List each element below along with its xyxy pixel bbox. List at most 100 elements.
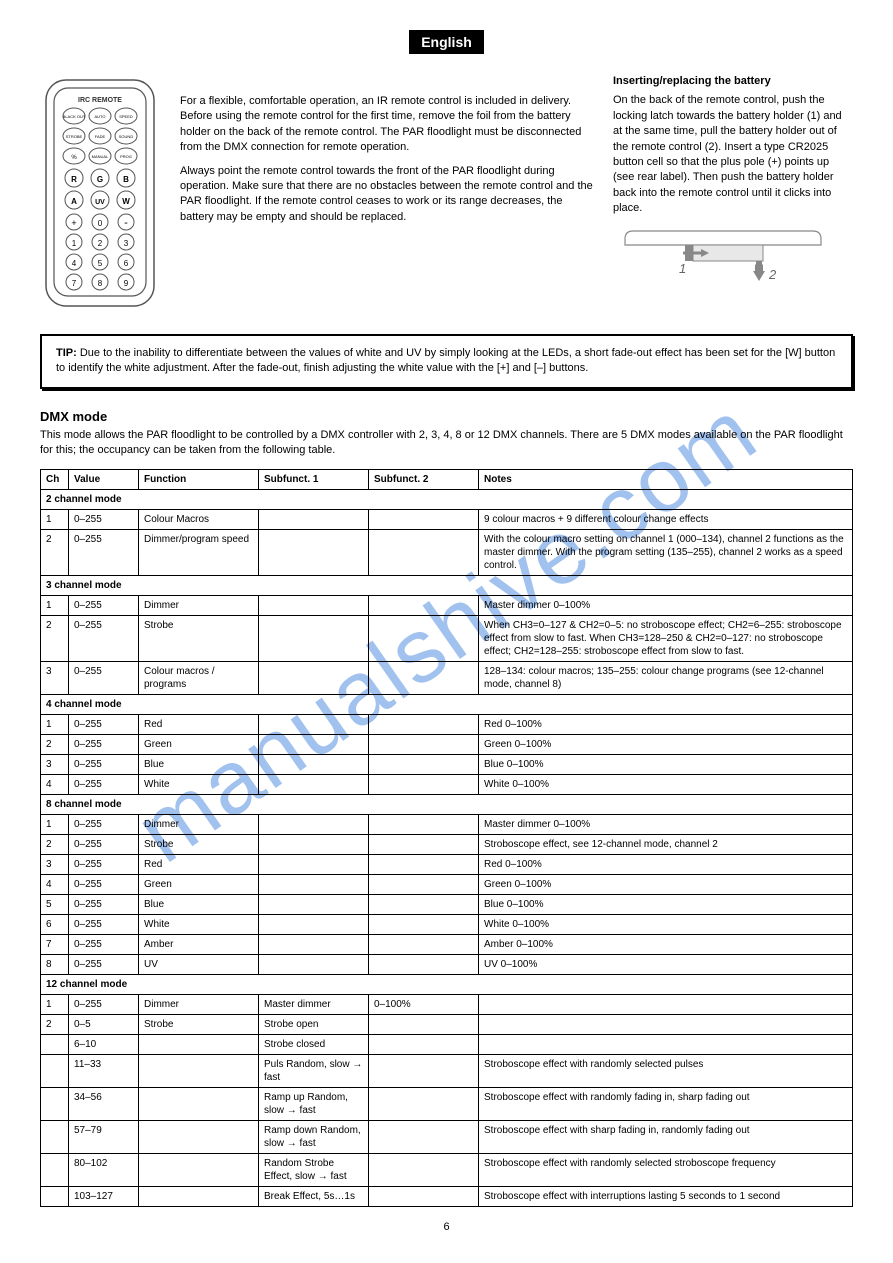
table-cell: 0–255 [69,529,139,575]
table-cell: 0–255 [69,714,139,734]
table-cell: Colour macros / programs [139,661,259,694]
svg-text:A: A [71,197,77,206]
table-cell: 5 [41,894,69,914]
table-cell: 57–79 [69,1120,139,1153]
table-cell: Stroboscope effect with randomly fading … [479,1087,853,1120]
table-cell: White 0–100% [479,914,853,934]
svg-text:FADE: FADE [95,134,106,139]
table-cell [369,734,479,754]
table-cell [369,954,479,974]
table-cell [369,874,479,894]
table-cell: Puls Random, slow → fast [259,1054,369,1087]
language-badge: English [409,30,484,54]
svg-text:MANUAL: MANUAL [92,154,109,159]
table-cell [259,814,369,834]
svg-text:G: G [97,175,103,184]
table-cell: Strobe [139,834,259,854]
table-cell: Blue [139,754,259,774]
table-cell: UV [139,954,259,974]
table-cell [479,994,853,1014]
table-cell: 0–255 [69,994,139,1014]
table-cell [139,1034,259,1054]
table-cell [369,834,479,854]
table-row: 4 channel mode [41,694,853,714]
table-cell: Dimmer/program speed [139,529,259,575]
table-cell: Green [139,734,259,754]
table-cell [259,854,369,874]
svg-text:9: 9 [124,279,129,288]
th-notes: Notes [479,469,853,489]
table-cell [139,1087,259,1120]
table-cell [369,714,479,734]
svg-text:8: 8 [98,279,103,288]
page-number: 6 [40,1221,853,1233]
table-cell: Stroboscope effect, see 12-channel mode,… [479,834,853,854]
table-cell: Strobe open [259,1014,369,1034]
table-cell: 4 [41,874,69,894]
table-cell: Stroboscope effect with randomly selecte… [479,1153,853,1186]
table-row: 20–255StrobeStroboscope effect, see 12-c… [41,834,853,854]
table-cell [369,1087,479,1120]
table-cell: Master dimmer 0–100% [479,814,853,834]
tip-box: TIP: Due to the inability to differentia… [40,334,853,389]
table-cell: Red 0–100% [479,714,853,734]
table-cell: Colour Macros [139,509,259,529]
table-cell [369,615,479,661]
table-header-row: Ch Value Function Subfunct. 1 Subfunct. … [41,469,853,489]
svg-text:UV: UV [95,199,105,206]
table-cell [259,615,369,661]
table-row: 80–255UVUV 0–100% [41,954,853,974]
table-cell: Red [139,854,259,874]
table-cell [139,1054,259,1087]
th-function: Function [139,469,259,489]
table-cell: 11–33 [69,1054,139,1087]
table-row: 20–5StrobeStrobe open [41,1014,853,1034]
table-cell: 1 [41,994,69,1014]
svg-text:BLACK OUT: BLACK OUT [63,114,86,119]
remote-control-illustration: IRC REMOTE BLACK OUT AUTO SPEED STROBE F… [40,74,160,314]
table-row: 10–255DimmerMaster dimmer0–100% [41,994,853,1014]
table-row: 8 channel mode [41,794,853,814]
table-cell: 0–255 [69,954,139,974]
svg-text:0: 0 [98,219,103,228]
language-row: English [40,30,853,54]
table-row: 30–255RedRed 0–100% [41,854,853,874]
table-row: 20–255Dimmer/program speedWith the colou… [41,529,853,575]
table-cell: 0–100% [369,994,479,1014]
table-cell: 80–102 [69,1153,139,1186]
table-cell [41,1034,69,1054]
table-cell: Blue 0–100% [479,894,853,914]
table-row: 10–255DimmerMaster dimmer 0–100% [41,595,853,615]
table-cell: 1 [41,714,69,734]
battery-heading: Inserting/replacing the battery [613,74,853,89]
table-cell: Stroboscope effect with randomly selecte… [479,1054,853,1087]
th-ch: Ch [41,469,69,489]
table-cell: Blue [139,894,259,914]
table-cell: 0–255 [69,754,139,774]
table-cell: 2 [41,734,69,754]
dmx-heading: DMX mode [40,409,853,424]
intro-text-block: For a flexible, comfortable operation, a… [180,74,593,225]
table-cell [41,1054,69,1087]
table-cell: 3 [41,661,69,694]
table-cell: Random Strobe Effect, slow → fast [259,1153,369,1186]
table-cell: 0–255 [69,661,139,694]
dmx-paragraph: This mode allows the PAR floodlight to b… [40,428,853,459]
table-cell: 0–255 [69,914,139,934]
table-cell [139,1153,259,1186]
table-cell [369,814,479,834]
table-cell [369,894,479,914]
table-cell: Amber [139,934,259,954]
table-cell [259,874,369,894]
th-sub2: Subfunct. 2 [369,469,479,489]
mode-span-cell: 12 channel mode [41,974,853,994]
table-cell: 0–255 [69,874,139,894]
remote-title-text: IRC REMOTE [78,97,122,104]
table-cell [259,529,369,575]
table-cell: 0–255 [69,894,139,914]
table-cell: 9 colour macros + 9 different colour cha… [479,509,853,529]
top-section: IRC REMOTE BLACK OUT AUTO SPEED STROBE F… [40,74,853,314]
svg-text:1: 1 [72,239,77,248]
remote-row1: BLACK OUT AUTO SPEED [63,108,137,124]
table-cell: 7 [41,934,69,954]
